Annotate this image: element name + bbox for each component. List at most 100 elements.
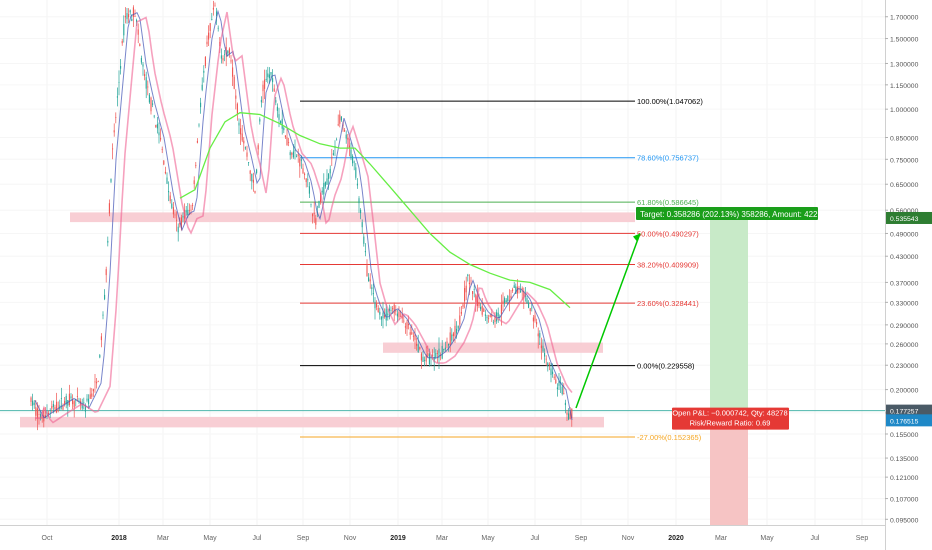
chart-background xyxy=(0,0,885,525)
candle-body xyxy=(164,171,166,174)
candle-body xyxy=(30,397,32,402)
candle-body xyxy=(81,403,83,409)
candle-body xyxy=(475,294,477,303)
candle-body xyxy=(177,226,179,233)
candle-body xyxy=(376,303,378,308)
candle-body xyxy=(563,392,565,394)
candle-body xyxy=(107,240,109,243)
candle-body xyxy=(438,348,440,359)
time-tick-label: May xyxy=(203,535,217,542)
candle-body xyxy=(553,376,555,378)
candle-body xyxy=(60,398,62,399)
candle-body xyxy=(483,308,485,312)
candle-body xyxy=(364,250,366,253)
candle-body xyxy=(443,348,445,351)
candle-body xyxy=(256,169,258,174)
candle-body xyxy=(195,165,197,166)
candle-body xyxy=(321,190,323,193)
candle-body xyxy=(526,298,528,304)
time-tick-label: 2018 xyxy=(111,535,127,542)
candle-body xyxy=(73,401,75,408)
candle-body xyxy=(435,352,437,358)
candle-body xyxy=(252,179,254,183)
fib-level-label: 50.00%(0.490297) xyxy=(637,229,699,238)
time-axis[interactable]: Oct 2018 Mar May Jul Sep Nov 2019 Mar May Jul Sep No… xyxy=(0,525,885,550)
price-tick-label: 0.135000 xyxy=(890,456,919,463)
candle-body xyxy=(446,341,448,343)
candle-body xyxy=(283,127,285,131)
time-tick-label: 2019 xyxy=(390,535,406,542)
price-axis[interactable]: 1.700000 1.500000 1.300000 1.150000 1.000000… xyxy=(885,0,932,550)
candle-body xyxy=(116,96,118,98)
candle-body xyxy=(400,315,402,317)
candle-body xyxy=(286,137,288,145)
candle-body xyxy=(120,65,122,69)
candle-body xyxy=(65,396,67,405)
candle-body xyxy=(139,44,141,46)
loss-zone xyxy=(710,410,748,525)
price-tick-label: 0.490000 xyxy=(890,231,919,238)
price-tick-label: 0.095000 xyxy=(890,517,919,524)
time-tick-label: Sep xyxy=(575,535,588,542)
time-tick-label: Jul xyxy=(811,535,820,542)
price-tick-label: 0.750000 xyxy=(890,157,919,164)
candle-body xyxy=(36,408,38,419)
candle-body xyxy=(49,410,51,411)
candle-body xyxy=(262,84,264,92)
long-position-tool[interactable] xyxy=(710,217,748,525)
candle-body xyxy=(403,320,405,322)
price-marker-box xyxy=(886,404,932,417)
candle-body xyxy=(476,296,478,306)
candle-body xyxy=(422,356,424,362)
candle-body xyxy=(523,290,525,299)
candle-body xyxy=(388,308,390,312)
candle-body xyxy=(467,274,469,277)
candle-body xyxy=(224,54,226,56)
candle-body xyxy=(97,381,99,383)
candle-body xyxy=(432,354,434,356)
candle-body xyxy=(454,325,456,337)
candle-body xyxy=(147,86,149,88)
candle-body xyxy=(424,359,426,361)
time-tick-label: Mar xyxy=(157,535,170,542)
candle-body xyxy=(108,203,110,214)
candle-body xyxy=(534,315,536,321)
candle-body xyxy=(248,162,250,163)
candle-body xyxy=(244,147,246,149)
candle-body xyxy=(92,389,94,392)
candle-body xyxy=(569,411,571,419)
candle-body xyxy=(460,311,462,314)
support-zones xyxy=(20,212,635,428)
candle-body xyxy=(548,364,550,366)
candle-body xyxy=(158,132,160,136)
risk-reward-label: Risk/Reward Ratio: 0.69 xyxy=(690,419,771,428)
candle-body xyxy=(531,307,533,309)
candle-body xyxy=(416,343,418,346)
candle-body xyxy=(419,346,421,350)
projection-arrow[interactable] xyxy=(575,233,641,409)
support-zone xyxy=(20,416,604,428)
candle-body xyxy=(323,182,325,195)
candle-body xyxy=(52,404,54,407)
candle-body xyxy=(532,317,534,322)
candle-body xyxy=(352,156,354,164)
candle-body xyxy=(91,393,93,397)
candle-body xyxy=(363,236,365,244)
candle-body xyxy=(512,289,514,291)
candle-body xyxy=(43,410,45,422)
candle-body xyxy=(297,154,299,156)
candle-body xyxy=(353,161,355,163)
candle-body xyxy=(123,24,125,36)
candle-body xyxy=(366,265,368,277)
candle-body xyxy=(566,412,568,415)
price-tick-label: 0.650000 xyxy=(890,182,919,189)
candle-body xyxy=(489,315,491,317)
candle-body xyxy=(344,130,346,132)
candle-body xyxy=(433,357,435,363)
price-tick-label: 0.330000 xyxy=(890,300,919,307)
candle-body xyxy=(278,114,280,120)
candle-body xyxy=(76,396,78,397)
candle-body xyxy=(350,149,352,159)
candle-body xyxy=(126,13,128,20)
